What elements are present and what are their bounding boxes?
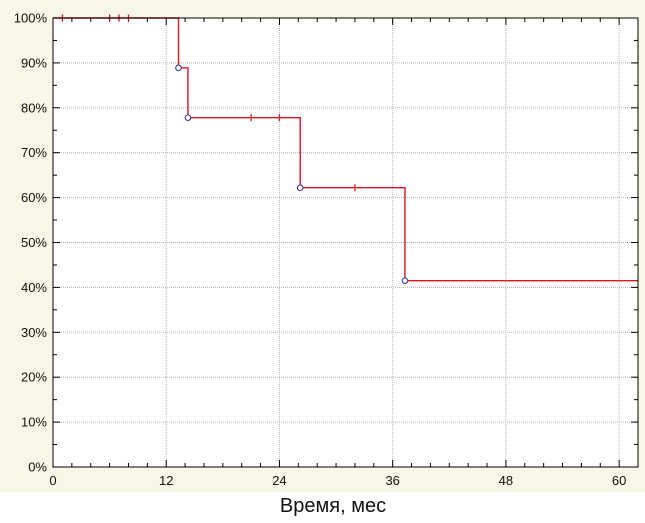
y-tick-label: 60%	[21, 190, 47, 205]
x-tick-label: 0	[49, 473, 56, 488]
x-tick-label: 12	[159, 473, 173, 488]
x-tick-label: 24	[272, 473, 286, 488]
x-tick-label: 36	[385, 473, 399, 488]
y-tick-label: 30%	[21, 325, 47, 340]
y-axis-ticks: 0% 10% 20% 30% 40% 50% 60% 70% 80% 90% 100%	[14, 11, 48, 475]
x-axis-ticks: 0 12 24 36 48 60	[49, 473, 626, 488]
grid-lines	[53, 18, 638, 467]
x-tick-label: 48	[499, 473, 513, 488]
event-marker	[184, 114, 192, 121]
x-tick-label: 60	[612, 473, 626, 488]
event-marker	[401, 277, 409, 284]
y-tick-label: 20%	[21, 370, 47, 385]
y-tick-label: 50%	[21, 235, 47, 250]
plot-frame	[52, 17, 639, 468]
y-tick-label: 80%	[21, 100, 47, 115]
y-tick-label: 100%	[14, 11, 48, 26]
y-tick-label: 40%	[21, 280, 47, 295]
y-tick-label: 0%	[28, 460, 47, 475]
survival-step-line	[53, 17, 638, 282]
series-layer	[53, 17, 638, 282]
x-axis-label: Время, мес	[280, 495, 386, 517]
event-marker	[175, 64, 182, 72]
y-tick-label: 10%	[21, 415, 47, 430]
event-marker	[296, 184, 304, 192]
y-tick-label: 90%	[21, 55, 47, 70]
y-tick-label: 70%	[21, 145, 47, 160]
